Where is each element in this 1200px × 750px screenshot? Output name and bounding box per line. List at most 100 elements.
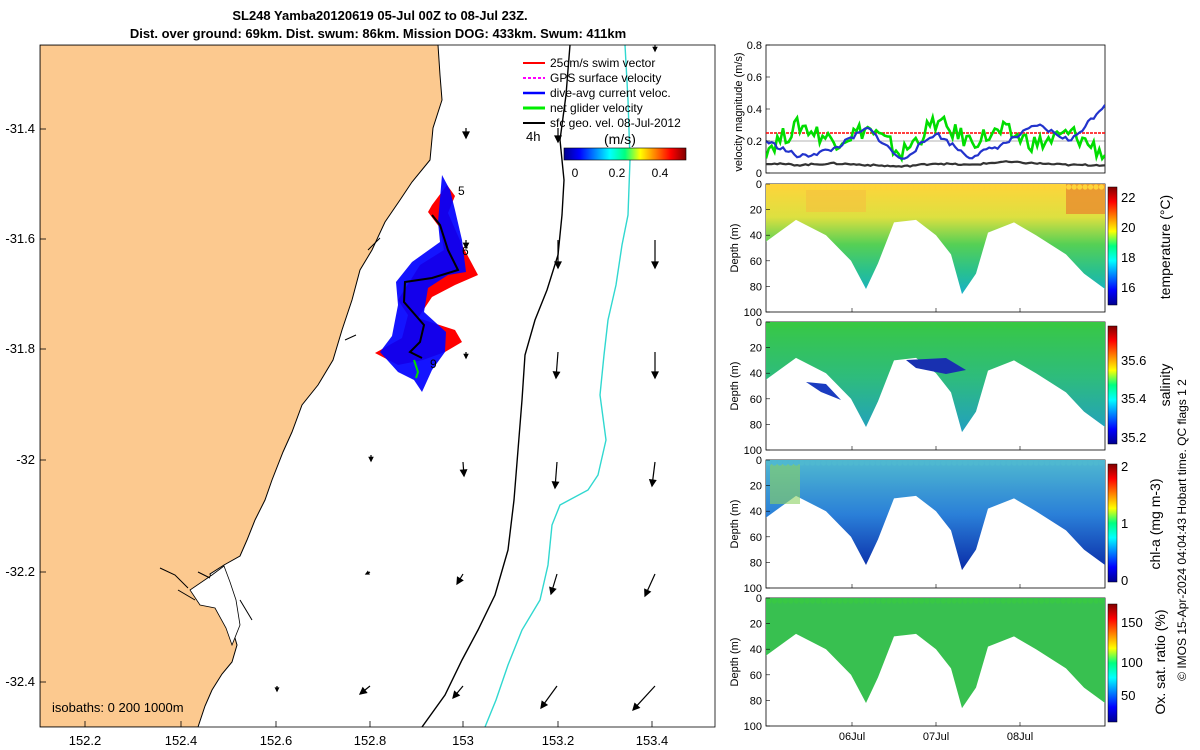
depth-tick-label: 80 [750, 695, 762, 707]
map-axis-ticks [40, 128, 653, 727]
colorbar-tick: 0.4 [652, 166, 669, 180]
profile-marker [788, 598, 794, 604]
profile-marker [924, 184, 930, 190]
depth-tick-label: 0 [756, 317, 762, 329]
profile-marker [782, 460, 788, 466]
profile-marker [951, 460, 957, 466]
depth-sections: 0 20 40 60 80 100 Depth (m) 0 20 40 60 80 100 Depth (… [729, 179, 1106, 733]
profile-marker [1000, 598, 1006, 604]
lon-tick-label: 152.8 [354, 733, 387, 748]
profile-marker [978, 184, 985, 190]
profile-marker [1028, 460, 1034, 466]
profile-marker [815, 322, 821, 328]
cbar-tick: 1 [1121, 516, 1128, 531]
profile-marker [962, 598, 968, 604]
profile-marker [962, 184, 968, 190]
profile-marker [1038, 460, 1045, 466]
lon-tick-label: 153.4 [636, 733, 669, 748]
profile-marker [853, 460, 859, 466]
profile-marker [908, 598, 914, 604]
profile-marker [869, 184, 876, 190]
profile-marker [978, 598, 985, 604]
lat-tick-label: -31.6 [5, 231, 35, 246]
profile-marker [1017, 598, 1023, 604]
profile-marker [886, 598, 892, 604]
profile-marker [837, 184, 843, 190]
lat-tick-label: -32 [16, 452, 35, 467]
geo-velocity-arrow [632, 685, 656, 711]
profile-marker [1033, 322, 1039, 328]
profile-marker [799, 322, 805, 328]
profile-marker [902, 460, 908, 466]
profile-marker [978, 460, 985, 466]
legend-item-gps: GPS surface velocity [550, 71, 661, 85]
profile-marker [984, 598, 990, 604]
profile-marker [1011, 598, 1017, 604]
profile-marker [1066, 184, 1072, 190]
profile-marker [897, 184, 903, 190]
profile-marker [777, 184, 783, 190]
profile-marker [820, 322, 827, 328]
profile-marker [951, 322, 957, 328]
profile-marker [940, 460, 947, 466]
profile-marker [1000, 184, 1006, 190]
isobaths-label: isobaths: 0 200 1000m [52, 700, 184, 715]
depth-tick-label: 80 [750, 281, 762, 293]
date-tick: 08Jul [1007, 731, 1033, 743]
profile-marker [1028, 598, 1034, 604]
depth-tick-label: 80 [750, 557, 762, 569]
profile-marker [788, 184, 794, 190]
ts-series-line [766, 104, 1105, 160]
depth-tick-label: 40 [750, 506, 762, 518]
profile-marker [886, 184, 892, 190]
profile-marker [880, 184, 887, 190]
profile-marker [995, 598, 1001, 604]
depth-tick-label: 60 [750, 256, 762, 268]
profile-marker [864, 322, 870, 328]
geo-velocity-arrow [549, 573, 558, 596]
profile-marker [875, 184, 881, 190]
profile-marker [777, 460, 783, 466]
profile-marker [968, 460, 974, 466]
colorbar-title: (m/s) [604, 131, 636, 147]
profile-marker [853, 598, 859, 604]
map-estuary [189, 565, 241, 647]
profile-marker [946, 460, 952, 466]
profile-marker [771, 322, 778, 328]
day-marker-6: 6 [462, 244, 469, 258]
cbar-tick: 100 [1121, 655, 1143, 670]
profile-marker [848, 460, 854, 466]
profile-marker [924, 598, 930, 604]
profile-marker [1006, 322, 1012, 328]
profile-marker [935, 184, 941, 190]
depth-tick-label: 40 [750, 644, 762, 656]
profile-marker [995, 184, 1001, 190]
profile-marker [793, 460, 799, 466]
cbar-tick: 150 [1121, 615, 1143, 630]
cbar-tick: 22 [1121, 190, 1135, 205]
depth-tick-label: 0 [756, 455, 762, 467]
profile-marker [1098, 598, 1105, 604]
lon-tick-label: 152.2 [69, 733, 102, 748]
profile-marker [995, 322, 1001, 328]
profile-marker [793, 322, 799, 328]
profile-marker [848, 184, 854, 190]
profile-marker [919, 322, 925, 328]
profile-marker [831, 322, 838, 328]
profile-marker [913, 460, 919, 466]
profile-marker [1049, 322, 1055, 328]
profile-marker [1006, 460, 1012, 466]
profile-marker [989, 598, 996, 604]
profile-marker [853, 322, 859, 328]
depth-tick-label: 100 [744, 583, 762, 595]
geo-velocity-arrow [551, 461, 560, 490]
profile-marker [804, 598, 810, 604]
profile-marker [837, 322, 843, 328]
profile-marker [968, 184, 974, 190]
profile-marker [1011, 184, 1017, 190]
profile-marker [875, 598, 881, 604]
cbar-tick: 50 [1121, 688, 1135, 703]
legend-item-geo: sfc geo. vel. 08-Jul-2012 [550, 116, 681, 130]
time-step-label: 4h [526, 129, 540, 144]
